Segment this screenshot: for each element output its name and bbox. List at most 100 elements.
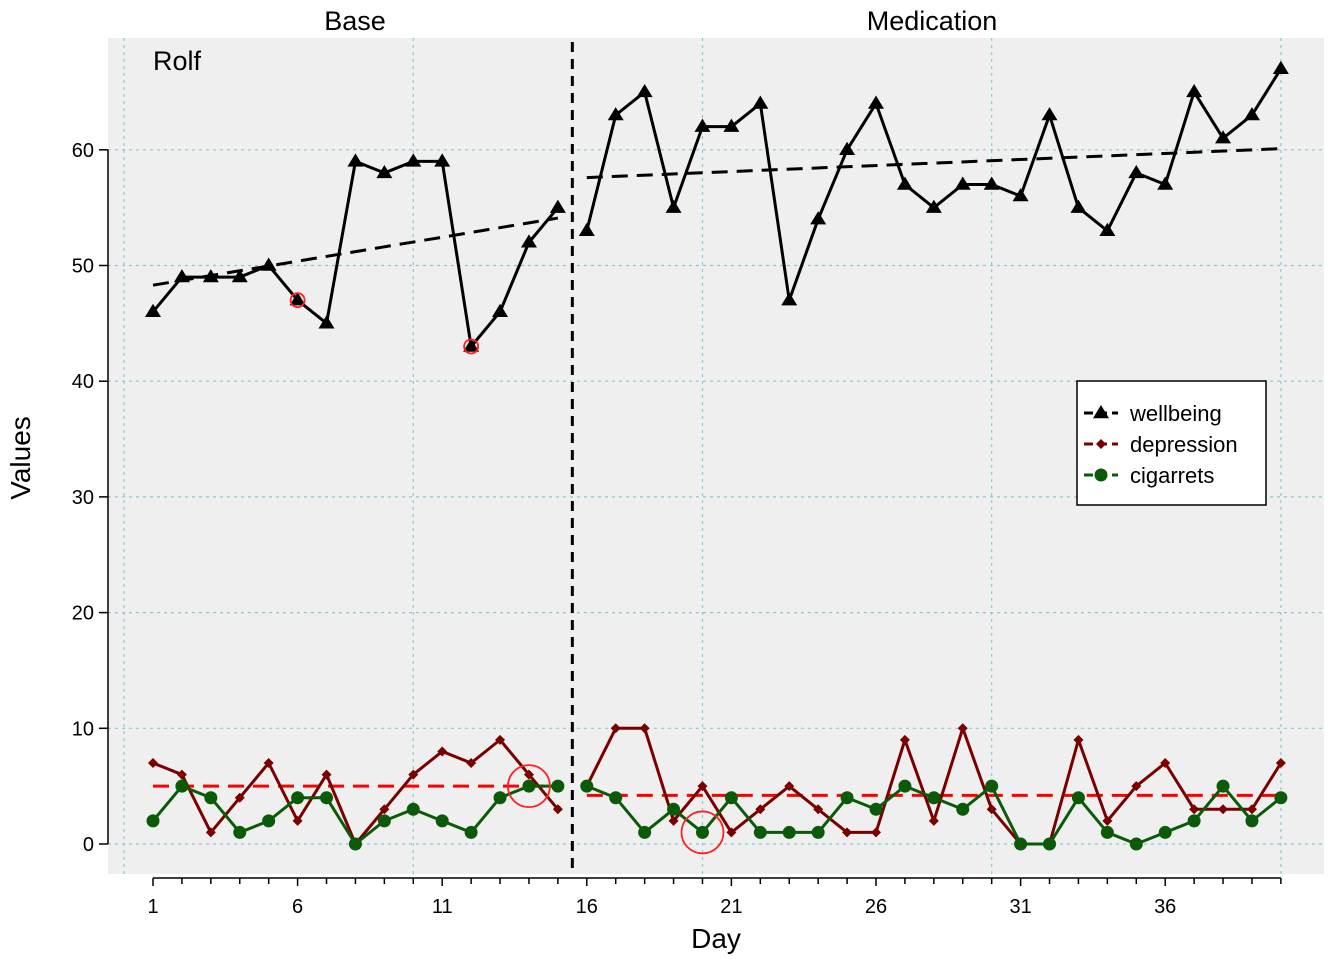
data-point: [1272, 60, 1289, 75]
data-point: [726, 827, 737, 838]
y-tick-label: 50: [72, 256, 94, 278]
data-point: [292, 815, 303, 826]
data-point: [1093, 405, 1109, 419]
data-point: [697, 781, 708, 792]
data-point: [639, 723, 650, 734]
data-point: [784, 781, 795, 792]
highlight-circle: [507, 764, 551, 809]
data-point: [896, 176, 913, 190]
data-point: [695, 825, 709, 839]
data-point: [260, 257, 277, 271]
x-tick-label: 36: [1154, 896, 1176, 918]
data-point: [1094, 468, 1108, 482]
data-point: [1071, 791, 1085, 805]
y-tick-label: 40: [72, 371, 94, 393]
data-point: [842, 827, 853, 838]
y-tick-label: 20: [72, 603, 94, 625]
x-axis-title: Day: [691, 923, 741, 954]
series-markers: [145, 60, 1289, 851]
data-point: [408, 769, 419, 780]
data-point: [1012, 188, 1029, 202]
data-point: [320, 791, 334, 805]
x-tick-label: 11: [432, 896, 453, 918]
data-point: [262, 814, 276, 828]
data-point: [377, 814, 391, 828]
data-point: [983, 176, 1000, 190]
data-point: [405, 153, 422, 167]
y-tick-label: 0: [83, 834, 94, 856]
legend-label: wellbeing: [1129, 401, 1222, 426]
data-point: [376, 164, 393, 179]
data-point: [406, 802, 420, 816]
data-point: [610, 723, 621, 734]
data-point: [1073, 734, 1084, 745]
data-point: [925, 199, 942, 213]
data-point: [986, 804, 997, 815]
data-point: [1245, 814, 1259, 828]
data-point: [839, 141, 856, 155]
data-point: [551, 779, 565, 793]
data-point: [1129, 837, 1143, 851]
data-point: [1189, 804, 1200, 815]
data-point: [379, 804, 390, 815]
data-point: [668, 815, 679, 826]
data-point: [176, 769, 187, 780]
data-point: [1215, 130, 1232, 144]
data-point: [667, 802, 681, 816]
data-point: [813, 804, 824, 815]
data-point: [1243, 107, 1260, 121]
data-point: [928, 815, 939, 826]
phase-label: Medication: [867, 6, 998, 36]
data-point: [638, 825, 652, 839]
phase-label: Base: [324, 6, 386, 36]
data-point: [263, 758, 274, 769]
data-point: [492, 303, 509, 317]
data-point: [578, 222, 595, 236]
data-point: [755, 804, 766, 815]
data-point: [609, 791, 623, 805]
data-point: [868, 95, 884, 109]
data-point: [1100, 825, 1114, 839]
x-tick-label: 16: [576, 896, 598, 918]
data-point: [1216, 779, 1230, 793]
data-point: [665, 199, 682, 213]
x-tick-label: 1: [147, 896, 158, 918]
data-point: [580, 779, 594, 793]
y-tick-label: 60: [72, 140, 94, 162]
data-point: [175, 779, 189, 793]
y-axis-title: Values: [5, 416, 36, 500]
data-point: [348, 837, 362, 851]
y-tick-label: 30: [72, 487, 94, 509]
data-point: [1187, 814, 1201, 828]
data-point: [954, 176, 971, 190]
data-point: [1070, 199, 1087, 213]
data-point: [1014, 837, 1028, 851]
legend-label: depression: [1130, 432, 1238, 457]
trend-lines: [152, 147, 1281, 797]
data-point: [289, 292, 306, 306]
data-point: [205, 827, 216, 838]
data-point: [463, 338, 480, 352]
data-point: [466, 758, 477, 769]
data-point: [493, 791, 507, 805]
data-point: [724, 791, 738, 805]
data-point: [347, 153, 364, 167]
data-point: [1096, 439, 1106, 449]
x-tick-label: 31: [1009, 896, 1031, 918]
data-point: [1099, 222, 1116, 236]
data-point: [1160, 758, 1171, 769]
data-point: [811, 825, 825, 839]
data-point: [1218, 804, 1229, 815]
data-point: [520, 234, 537, 248]
data-point: [549, 199, 566, 213]
legend-box: [1076, 380, 1267, 506]
data-point: [753, 825, 767, 839]
highlight-circle: [289, 292, 306, 309]
data-point: [321, 769, 332, 780]
y-tick-label: 10: [72, 718, 94, 740]
legend: wellbeing depression cigarrets: [1076, 380, 1267, 506]
trend-line: [152, 216, 559, 287]
data-point: [148, 758, 158, 769]
data-point: [899, 734, 910, 745]
data-point: [1043, 837, 1057, 851]
